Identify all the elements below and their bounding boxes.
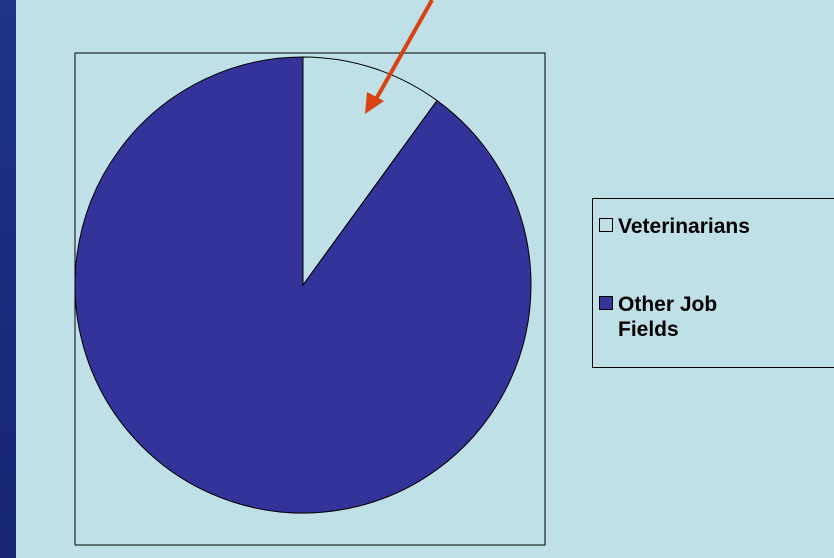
- legend-swatch-veterinarians: [599, 218, 613, 232]
- legend-item-veterinarians: Veterinarians: [599, 214, 750, 239]
- annotation-arrow: [365, 0, 434, 114]
- legend-item-other-job-fields: Other Job Fields: [599, 292, 748, 342]
- arrow-shaft: [373, 0, 434, 102]
- pie-slices: [74, 56, 532, 514]
- arrow-head: [365, 92, 384, 114]
- legend-label-veterinarians: Veterinarians: [618, 215, 750, 238]
- legend-label-other-job-fields: Other Job Fields: [618, 293, 718, 341]
- pie-slice-other-job-fields: [74, 56, 532, 514]
- legend: Veterinarians Other Job Fields: [592, 198, 834, 368]
- pie-slice-veterinarians: [302, 56, 438, 287]
- legend-swatch-other-job-fields: [599, 296, 613, 310]
